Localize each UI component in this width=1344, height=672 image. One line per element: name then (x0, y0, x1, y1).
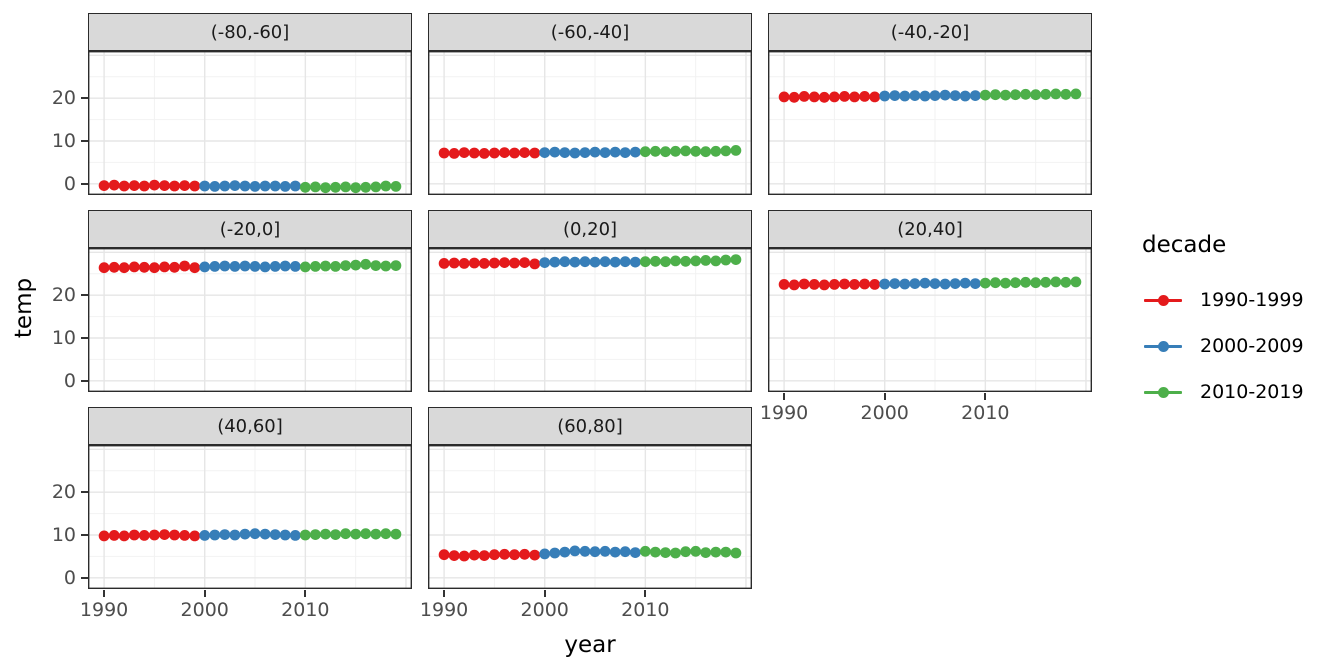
facet-strip: (-60,-40] (428, 13, 752, 51)
facet-panel: (20,40] (768, 210, 1092, 392)
legend-entry-label: 2010-2019 (1200, 381, 1304, 403)
y-tick-label: 20 (51, 284, 76, 307)
y-tick-label: 10 (51, 130, 76, 152)
legend-key-icon (1144, 288, 1182, 312)
series-2010-2019 (639, 545, 742, 559)
facet-strip: (0,20] (428, 210, 752, 248)
series-1990-1999 (98, 179, 201, 192)
y-tick-mark (81, 182, 88, 185)
y-tick-label: 0 (63, 369, 76, 392)
legend-key-icon (1144, 334, 1182, 358)
panel-plot (768, 248, 1092, 392)
series-1990-1999 (438, 147, 541, 159)
x-tick-label: 2000 (180, 599, 229, 621)
facet-strip: (-20,0] (88, 210, 412, 248)
series-2010-2019 (639, 145, 742, 158)
x-axis-title: year (564, 632, 616, 658)
legend: decade 1990-1999 2000-2009 2010-2019 (1142, 232, 1304, 403)
series-2010-2019 (639, 254, 742, 268)
facet-panel: (0,20] (428, 210, 752, 392)
x-tick-mark (443, 590, 446, 597)
y-tick-label: 0 (63, 566, 76, 589)
x-tick-label: 1990 (419, 599, 469, 621)
y-tick-mark (81, 576, 88, 579)
x-tick-label: 2000 (520, 599, 569, 621)
series-2010-2019 (979, 276, 1082, 289)
series-2010-2019 (299, 528, 402, 541)
series-2000-2009 (539, 256, 641, 268)
series-2000-2009 (879, 89, 981, 102)
series-1990-1999 (438, 548, 541, 562)
x-tick-mark (783, 393, 786, 400)
x-tick-label: 2000 (860, 402, 909, 424)
y-tick-mark (81, 97, 88, 100)
x-tick-mark (883, 393, 886, 400)
y-tick-label: 20 (51, 87, 76, 110)
x-tick-mark (543, 590, 546, 597)
series-1990-1999 (438, 257, 541, 270)
series-1990-1999 (778, 91, 881, 103)
series-2000-2009 (539, 146, 641, 159)
y-tick-mark (81, 337, 88, 339)
series-2010-2019 (299, 258, 402, 273)
facet-strip: (-40,-20] (768, 13, 1092, 51)
x-tick-mark (203, 590, 206, 597)
legend-key-icon (1144, 380, 1182, 404)
facet-strip: (60,80] (428, 407, 752, 445)
panel-plot (768, 51, 1092, 195)
legend-entry-label: 1990-1999 (1200, 289, 1304, 311)
series-2010-2019 (979, 88, 1082, 101)
legend-entry: 2010-2019 (1144, 380, 1304, 404)
series-1990-1999 (98, 260, 201, 274)
series-1990-1999 (778, 278, 881, 291)
panel-plot (428, 248, 752, 392)
panel-plot (88, 51, 412, 195)
series-2000-2009 (199, 260, 301, 273)
panel-plot (88, 248, 412, 392)
y-axis-title: temp (11, 277, 37, 339)
series-2000-2009 (539, 545, 641, 560)
y-tick-mark (81, 491, 88, 494)
legend-entry: 1990-1999 (1144, 288, 1304, 312)
facet-panel: (60,80] (428, 407, 752, 589)
x-tick-label: 2010 (281, 599, 330, 621)
y-tick-mark (81, 379, 88, 382)
series-2000-2009 (879, 277, 981, 290)
legend-entry-label: 2000-2009 (1200, 335, 1304, 357)
series-2010-2019 (299, 180, 402, 194)
legend-title: decade (1142, 232, 1227, 258)
facet-strip: (-80,-60] (88, 13, 412, 51)
x-tick-mark (984, 393, 987, 400)
facet-strip: (40,60] (88, 407, 412, 445)
y-tick-label: 10 (51, 524, 76, 546)
y-tick-mark (81, 534, 88, 536)
y-tick-label: 10 (51, 327, 76, 349)
series-1990-1999 (98, 529, 201, 542)
facet-panel: (-80,-60] (88, 13, 412, 195)
panel-plot (428, 51, 752, 195)
facet-panel: (40,60] (88, 407, 412, 589)
x-tick-label: 2010 (621, 599, 670, 621)
x-tick-mark (644, 590, 647, 597)
facet-panel: (-20,0] (88, 210, 412, 392)
x-tick-label: 1990 (79, 599, 129, 621)
legend-entry: 2000-2009 (1144, 334, 1304, 358)
y-tick-mark (81, 140, 88, 142)
series-2000-2009 (199, 180, 301, 192)
x-tick-mark (103, 590, 106, 597)
x-tick-label: 2010 (961, 402, 1010, 424)
panel-plot (428, 445, 752, 589)
y-tick-label: 20 (51, 481, 76, 504)
panel-plot (88, 445, 412, 589)
y-tick-mark (81, 294, 88, 297)
x-tick-label: 1990 (759, 402, 809, 424)
x-tick-mark (304, 590, 307, 597)
facet-panel: (-40,-20] (768, 13, 1092, 195)
series-2000-2009 (199, 528, 301, 541)
facet-strip: (20,40] (768, 210, 1092, 248)
y-tick-label: 0 (63, 172, 76, 195)
facet-panel: (-60,-40] (428, 13, 752, 195)
